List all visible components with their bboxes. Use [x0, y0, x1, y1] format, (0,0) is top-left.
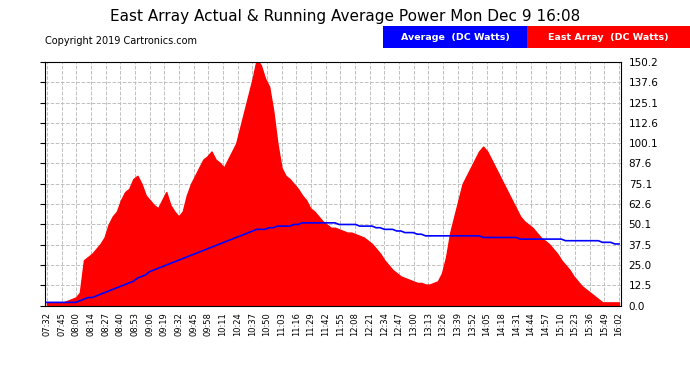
Bar	[383, 26, 527, 48]
Text: Average  (DC Watts): Average (DC Watts)	[401, 33, 509, 42]
Text: East Array Actual & Running Average Power Mon Dec 9 16:08: East Array Actual & Running Average Powe…	[110, 9, 580, 24]
Text: East Array  (DC Watts): East Array (DC Watts)	[549, 33, 669, 42]
Text: Copyright 2019 Cartronics.com: Copyright 2019 Cartronics.com	[45, 36, 197, 46]
Bar	[527, 26, 690, 48]
